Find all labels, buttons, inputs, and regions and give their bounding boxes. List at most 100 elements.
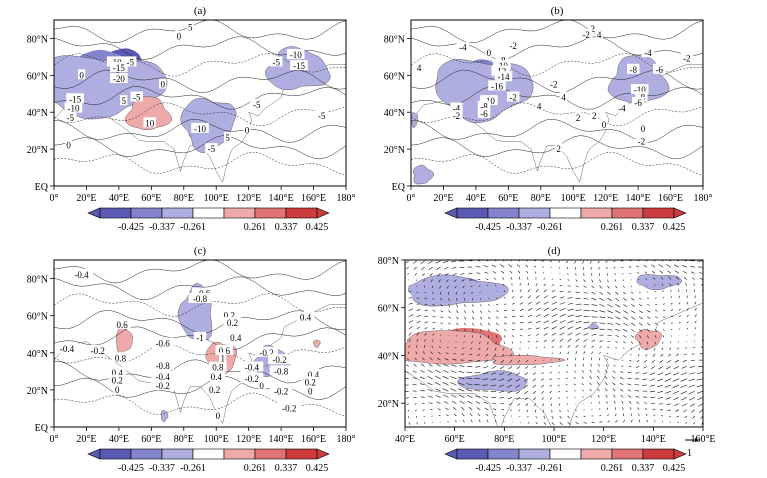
wind-vector xyxy=(524,397,529,401)
contour-label: 0 xyxy=(602,120,607,130)
wind-vector xyxy=(623,328,628,332)
wind-vector xyxy=(479,304,482,307)
wind-vector xyxy=(498,384,505,388)
contour-label: -6 xyxy=(655,65,663,75)
contour-label: -5 xyxy=(66,113,74,123)
wind-vector xyxy=(597,382,600,386)
wind-vector xyxy=(457,382,465,386)
contour-label-bg xyxy=(269,365,293,376)
y-tick-label: 40°N xyxy=(384,108,405,119)
wind-vector xyxy=(472,316,475,320)
wind-vector xyxy=(631,291,634,294)
wind-vector xyxy=(651,270,656,274)
wind-vector xyxy=(678,308,681,311)
wind-vector xyxy=(451,364,457,367)
contour-label-bg xyxy=(65,139,73,150)
wind-vector xyxy=(699,353,703,355)
wind-vector xyxy=(485,413,489,417)
contour-label-bg xyxy=(494,71,513,82)
wind-vector xyxy=(646,310,651,313)
wind-vector xyxy=(493,260,497,262)
wind-vector xyxy=(623,304,628,308)
wind-vector xyxy=(667,353,672,357)
wind-vector xyxy=(500,264,505,268)
wind-vector xyxy=(583,273,585,276)
contour-label: 0 xyxy=(160,80,165,90)
wind-vector xyxy=(448,316,451,319)
contour-label: -0.4 xyxy=(74,270,89,280)
wind-vector xyxy=(543,313,550,318)
wind-vector xyxy=(543,346,546,349)
wind-vector xyxy=(443,260,449,263)
wind-vector xyxy=(465,383,473,386)
wind-vector xyxy=(623,297,627,301)
wind-vector xyxy=(591,297,597,301)
x-tick-label: 20°E xyxy=(76,434,96,445)
contour-label-bg xyxy=(268,354,291,365)
wind-vector xyxy=(551,278,554,280)
wind-vector xyxy=(519,308,524,311)
wind-vector xyxy=(488,304,490,306)
contour-line xyxy=(54,376,346,400)
wind-vector xyxy=(599,285,603,289)
wind-vector xyxy=(460,406,465,411)
contour-label-bg xyxy=(269,385,293,396)
wind-vector xyxy=(443,363,449,367)
wind-vector xyxy=(492,402,497,404)
wind-vector xyxy=(653,277,656,280)
wind-vector xyxy=(694,301,697,305)
contour-label-bg xyxy=(290,60,308,71)
wind-vector xyxy=(447,421,449,423)
wind-vector xyxy=(650,372,656,375)
wind-vector xyxy=(453,353,457,355)
wind-vector xyxy=(573,377,576,380)
wind-vector xyxy=(413,364,417,367)
wind-vector xyxy=(423,279,425,282)
wind-vector xyxy=(615,335,620,337)
colorbar-label: -0.261 xyxy=(537,463,563,474)
contour-line xyxy=(411,36,703,60)
colorbar-segment xyxy=(192,448,225,460)
wind-vector xyxy=(613,400,616,404)
colorbar-segment xyxy=(161,207,194,219)
wind-vector xyxy=(575,332,581,336)
wind-vector xyxy=(605,364,608,367)
wind-vector xyxy=(508,264,513,268)
wind-vector xyxy=(458,388,465,392)
contour-label: -4 xyxy=(459,43,467,53)
wind-vector xyxy=(405,390,409,393)
wind-vector xyxy=(567,297,573,299)
wind-vector xyxy=(533,265,537,268)
wind-vector xyxy=(638,335,642,339)
wind-vector xyxy=(606,267,608,270)
contour-label: 0.8 xyxy=(115,353,127,363)
wind-vector xyxy=(559,415,562,419)
wind-vector xyxy=(460,273,465,275)
wind-vector xyxy=(435,388,441,392)
contour-line xyxy=(54,293,346,317)
wind-vector xyxy=(504,316,507,318)
wind-vector xyxy=(450,388,457,392)
wind-vector xyxy=(424,339,426,342)
contour-label-bg xyxy=(488,80,506,91)
wind-vector xyxy=(658,366,664,370)
wind-vector xyxy=(493,408,497,411)
wind-vector xyxy=(637,272,640,274)
contour-label: 4 xyxy=(537,102,542,112)
wind-vector xyxy=(559,409,561,413)
contour-label-bg xyxy=(615,102,629,113)
wind-vector xyxy=(427,369,433,373)
wind-vector xyxy=(615,413,617,417)
contour-label-bg xyxy=(639,122,647,133)
colorbar-segment xyxy=(580,448,613,460)
contour-label: -5 xyxy=(126,57,134,67)
wind-vector xyxy=(681,397,687,401)
contour-label: -0.8 xyxy=(193,294,208,304)
wind-vector xyxy=(515,378,521,382)
wind-vector xyxy=(591,285,595,289)
wind-vector xyxy=(408,332,412,336)
contour-label: 0 xyxy=(79,70,84,80)
wind-vector xyxy=(597,369,600,373)
wind-vector xyxy=(416,326,421,330)
wind-vector xyxy=(492,359,497,363)
